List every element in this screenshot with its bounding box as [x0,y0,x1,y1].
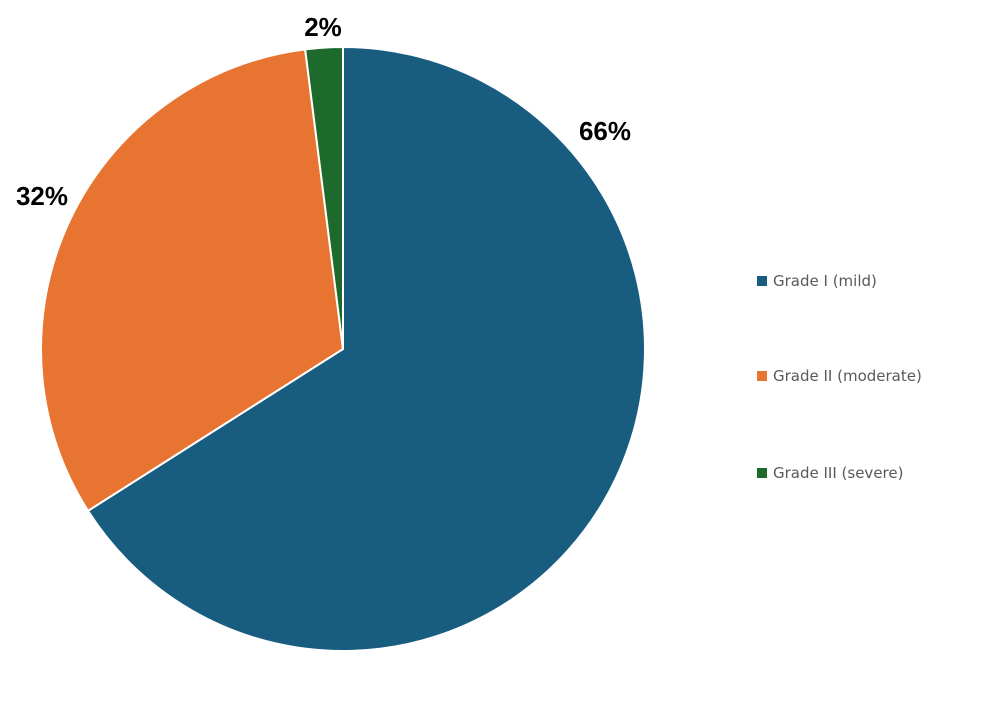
legend-label-grade-3: Grade III (severe) [773,464,904,482]
pie-data-labels: 66% 32% 2% [16,12,631,211]
data-label-grade-1: 66% [579,116,631,146]
pie-slices [40,45,646,652]
legend-label-grade-2: Grade II (moderate) [773,367,922,385]
legend-swatch-grade-1 [757,276,767,286]
pie-slice-grade-3 [304,45,344,350]
legend-swatch-grade-3 [757,468,767,478]
data-label-grade-3: 2% [304,12,342,42]
legend-item-grade-3: Grade III (severe) [757,464,903,482]
legend-label-grade-1: Grade I (mild) [773,272,877,290]
legend-item-grade-2: Grade II (moderate) [757,367,922,385]
pie-slice-grade-1 [86,45,646,652]
legend-swatch-grade-2 [757,371,767,381]
pie-slice-grade-2 [40,48,345,513]
legend-item-grade-1: Grade I (mild) [757,272,877,290]
data-label-grade-2: 32% [16,181,68,211]
